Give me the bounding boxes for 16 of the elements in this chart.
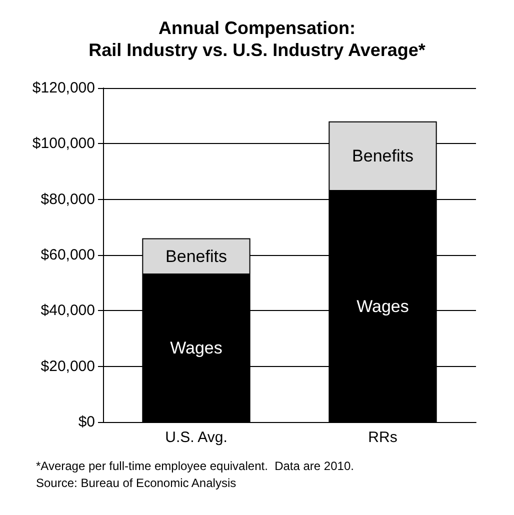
y-tick-label: $0 <box>78 414 95 430</box>
x-tick-label: U.S. Avg. <box>165 429 228 446</box>
series-label: Wages <box>356 296 409 316</box>
y-tick-label: $40,000 <box>40 302 95 320</box>
text: Wages <box>170 338 222 358</box>
y-tick-label: $60,000 <box>40 246 95 264</box>
y-tick-label: $120,000 <box>32 80 95 96</box>
y-tick-label: $80,000 <box>40 190 95 208</box>
source-note: Source: Bureau of Economic Analysis <box>36 476 236 490</box>
text: Benefits <box>352 146 414 166</box>
text: *Average per full-time employee equivalent. Data are 2010. <box>36 459 354 473</box>
x-tick-label: RRs <box>368 429 398 446</box>
series-label: Benefits <box>166 246 227 266</box>
chart-title: Annual Compensation: Rail Industry vs. U.S. Industry Average* <box>88 18 426 60</box>
y-tick-label: $100,000 <box>32 135 95 152</box>
y-tick-label: $20,000 <box>40 358 95 375</box>
